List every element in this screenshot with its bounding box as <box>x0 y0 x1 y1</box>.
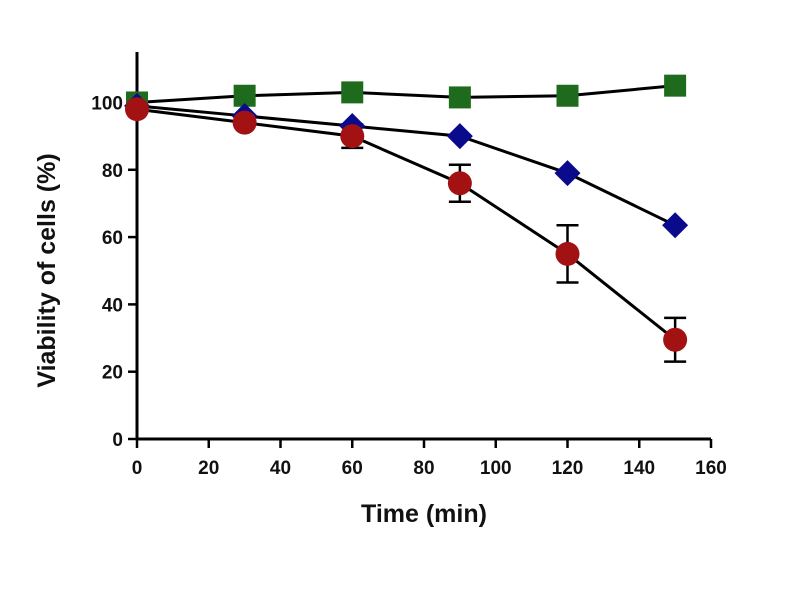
data-point-square <box>233 84 256 107</box>
y-axis-label: Viability of cells (%) <box>33 153 61 387</box>
series-line-diamond <box>136 104 676 227</box>
data-point-diamond <box>554 160 581 187</box>
data-point-square <box>448 86 471 109</box>
data-point-diamond <box>662 212 689 239</box>
y-tick-label: 20 <box>102 363 123 384</box>
x-tick-label: 80 <box>413 458 434 479</box>
x-tick-label: 100 <box>480 458 512 479</box>
x-tick-label: 60 <box>342 458 363 479</box>
x-tick-label: 0 <box>132 458 143 479</box>
x-tick-label: 20 <box>198 458 219 479</box>
y-tick-label: 40 <box>102 295 123 316</box>
y-tick-label: 60 <box>102 228 123 249</box>
x-tick-label: 160 <box>695 458 727 479</box>
data-point-diamond <box>446 123 473 150</box>
y-tick-label: 100 <box>91 93 123 114</box>
axes: 0 20 40 60 80 100 120 140 160 0 20 40 60 80 100 <box>91 52 727 479</box>
y-tick-label: 0 <box>112 430 123 451</box>
x-tick-label: 120 <box>552 458 584 479</box>
data-point-circle <box>232 110 257 135</box>
x-tick-label: 140 <box>623 458 655 479</box>
data-point-square <box>556 84 579 107</box>
data-point-circle <box>340 124 365 149</box>
series-layer <box>124 74 689 363</box>
data-point-circle <box>555 241 580 266</box>
series-line-square <box>136 84 676 104</box>
data-point-square <box>341 81 364 104</box>
data-point-circle <box>125 97 149 122</box>
data-point-square <box>664 74 687 97</box>
data-point-circle <box>663 327 688 352</box>
x-tick-label: 40 <box>270 458 291 479</box>
series-line-circle <box>136 107 677 341</box>
data-point-circle <box>447 171 472 196</box>
y-tick-label: 80 <box>102 161 123 182</box>
x-axis-label: Time (min) <box>361 500 487 528</box>
